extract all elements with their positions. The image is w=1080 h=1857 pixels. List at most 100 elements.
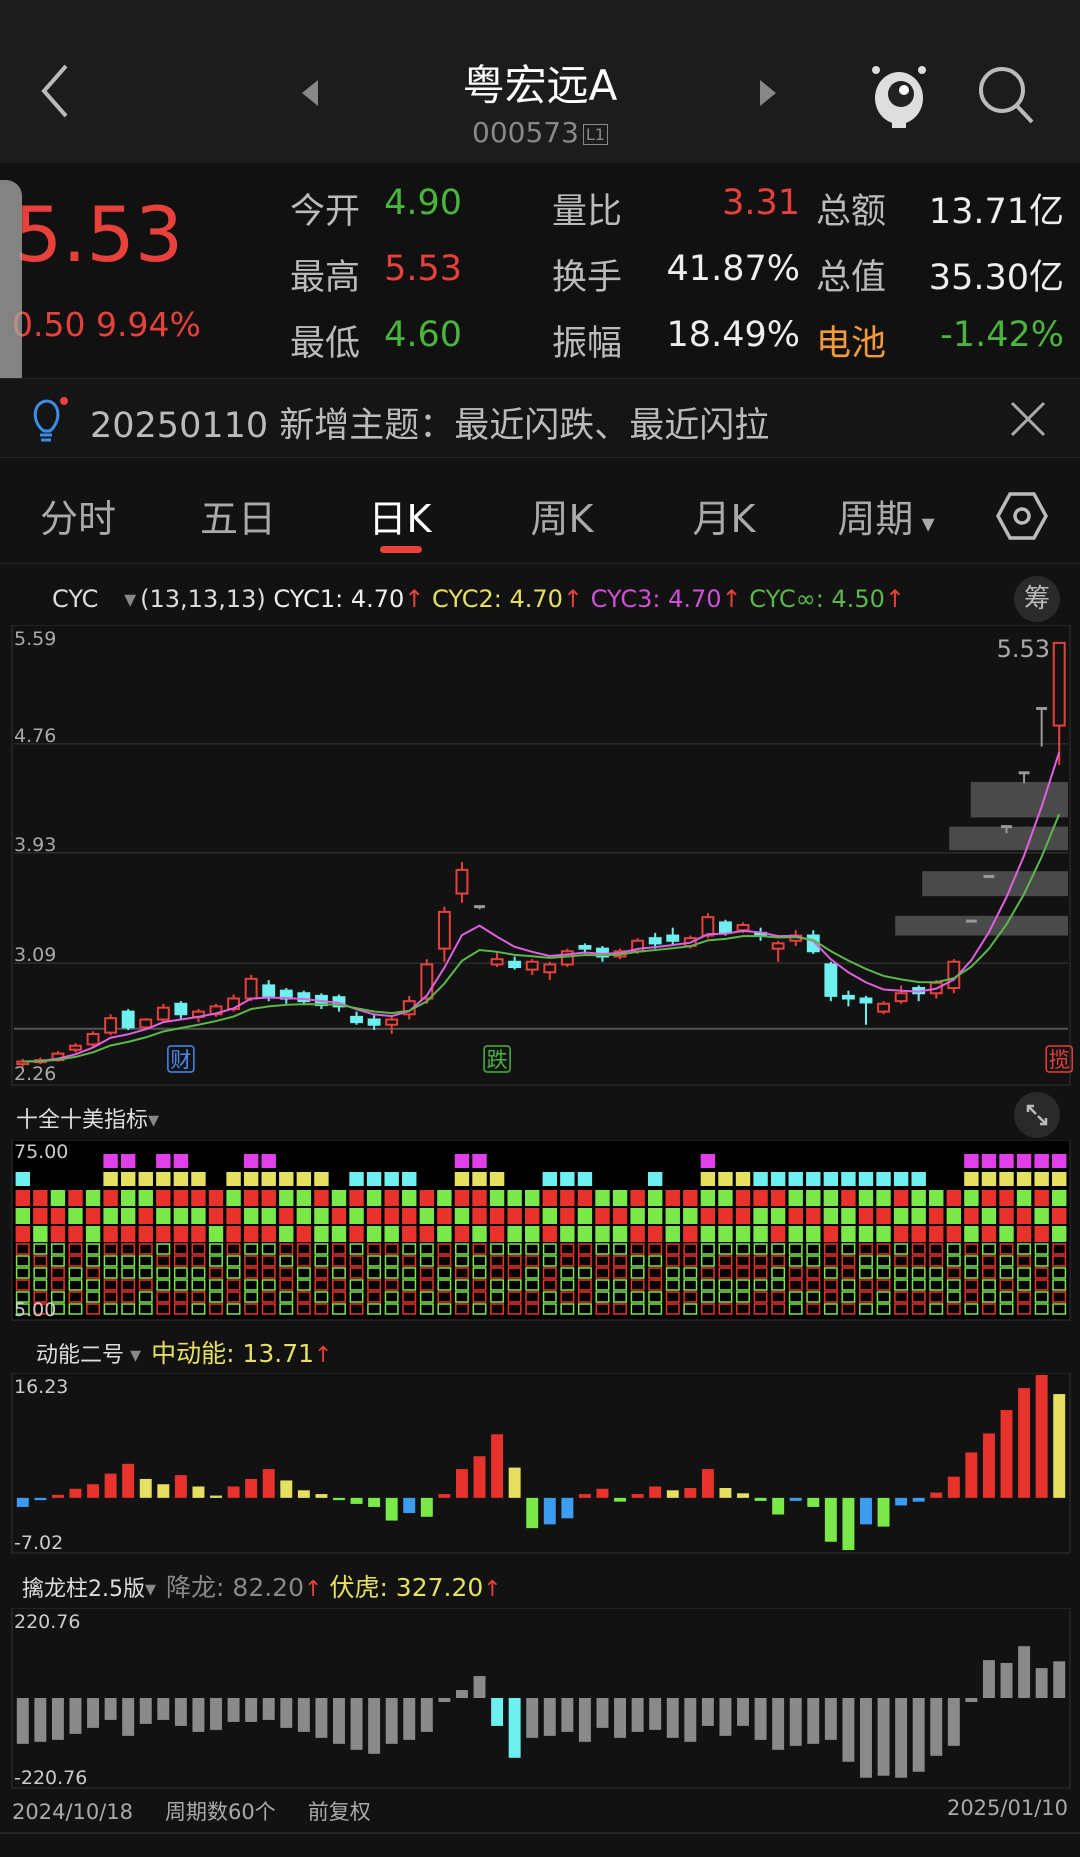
shiquan-panel: 75.00 5.00 — [11, 1140, 1071, 1321]
signal-cell — [120, 1226, 136, 1242]
momentum-bar — [1018, 1388, 1031, 1498]
dragon-bar — [789, 1698, 802, 1746]
adjust-mode[interactable]: 前复权 — [307, 1800, 371, 1824]
signal-cell — [208, 1208, 224, 1224]
panel3-bottom-label: -220.76 — [14, 1767, 87, 1789]
signal-cell — [542, 1172, 557, 1186]
momentum-bar — [157, 1484, 170, 1498]
tab-1[interactable]: 五日 — [168, 488, 308, 543]
tab-5[interactable]: 周期 ▾ — [816, 488, 956, 543]
signal-cell — [33, 1267, 48, 1279]
signal-cell — [736, 1303, 750, 1315]
lightbulb-icon — [33, 397, 68, 442]
signal-cell — [1017, 1279, 1032, 1291]
signal-cell — [929, 1303, 944, 1315]
signal-cell — [244, 1255, 259, 1267]
signal-cell — [560, 1291, 575, 1303]
panel3-legend: 擒龙柱2.5版▾ 降龙: 82.20↑ 伏虎: 327.20↑ — [22, 1568, 502, 1604]
signal-cell — [349, 1226, 364, 1242]
signal-cell — [349, 1208, 364, 1224]
signal-cell — [964, 1291, 979, 1303]
tab-4[interactable]: 月K — [654, 488, 794, 543]
signal-cell — [138, 1267, 153, 1279]
back-icon[interactable] — [36, 62, 76, 120]
signal-cell — [577, 1190, 593, 1206]
robot-assistant-icon[interactable] — [868, 60, 930, 130]
signal-cell — [718, 1243, 733, 1255]
signal-cell — [507, 1226, 522, 1242]
dropdown-icon[interactable]: ▾ — [148, 1108, 160, 1133]
signal-cell — [683, 1226, 698, 1242]
indicator-select[interactable]: CYC — [52, 585, 99, 613]
dropdown-icon[interactable]: ▾ — [130, 1343, 142, 1368]
chevron-down-icon: ▾ — [913, 509, 935, 539]
momentum-bar — [561, 1497, 574, 1519]
signal-cell — [1052, 1279, 1067, 1291]
signal-cell — [964, 1279, 979, 1291]
signal-cell — [560, 1226, 575, 1242]
momentum-bar — [227, 1486, 240, 1498]
momentum-panel: 16.23 -7.02 — [11, 1373, 1071, 1554]
tab-2[interactable]: 日K — [330, 488, 470, 543]
notice-bar[interactable]: 20250110 新增主题：最近闪跌、最近闪拉 — [0, 378, 1080, 458]
signal-cell — [595, 1243, 610, 1255]
panel3-name[interactable]: 擒龙柱2.5版 — [22, 1577, 145, 1602]
tab-0[interactable]: 分时 — [8, 488, 148, 543]
signal-cell — [419, 1208, 435, 1224]
signal-cell — [1052, 1243, 1067, 1255]
signal-cell — [560, 1279, 575, 1291]
signal-cell — [753, 1172, 768, 1186]
signal-cell — [454, 1226, 470, 1242]
signal-cell — [525, 1291, 540, 1303]
chip-distribution-button[interactable]: 筹 — [1014, 576, 1060, 622]
candle-body — [508, 960, 522, 969]
dragon-bar — [262, 1698, 275, 1720]
close-icon[interactable] — [1010, 401, 1046, 437]
momentum-bar — [1053, 1394, 1066, 1498]
expand-button[interactable] — [1014, 1092, 1060, 1138]
signal-cell — [402, 1172, 417, 1186]
change-value: 0.50 — [12, 305, 86, 344]
signal-cell — [1017, 1255, 1032, 1267]
signal-cell — [226, 1255, 241, 1267]
panel2-name[interactable]: 动能二号 — [36, 1343, 125, 1368]
signal-cell — [753, 1279, 768, 1291]
signal-badge — [483, 1045, 511, 1073]
signal-cell — [736, 1267, 750, 1279]
settings-hexagon-icon[interactable] — [996, 490, 1048, 542]
signal-cell — [911, 1303, 926, 1315]
signal-cell — [1052, 1208, 1067, 1224]
tab-3[interactable]: 周K — [492, 488, 632, 543]
signal-cell — [50, 1208, 66, 1224]
panel1-title[interactable]: 十全十美指标▾ — [16, 1102, 159, 1134]
signal-cell — [718, 1208, 733, 1224]
signal-cell — [1034, 1291, 1049, 1303]
signal-cell — [858, 1172, 874, 1186]
signal-cell — [279, 1279, 294, 1291]
signal-cell — [788, 1190, 803, 1206]
signal-cell — [577, 1172, 593, 1186]
signal-cell — [120, 1154, 136, 1168]
signal-cell — [736, 1243, 750, 1255]
dragon-bar — [965, 1698, 978, 1702]
momentum-bar — [473, 1456, 486, 1498]
signal-cell — [331, 1190, 347, 1206]
momentum-bar — [34, 1497, 47, 1501]
dropdown-icon[interactable]: ▾ — [145, 1577, 157, 1602]
signal-cell — [911, 1226, 926, 1242]
dragon-bar — [982, 1660, 995, 1698]
signal-cell — [191, 1255, 206, 1267]
next-stock-icon[interactable] — [758, 80, 778, 106]
signal-cell — [402, 1303, 417, 1315]
dropdown-icon[interactable]: ▾ — [124, 585, 137, 613]
signal-cell — [841, 1172, 856, 1186]
dragon-bar — [631, 1698, 644, 1732]
search-icon[interactable] — [976, 64, 1036, 128]
signal-cell — [243, 1154, 259, 1168]
candlestick-chart[interactable]: 5.59 4.76 3.93 3.09 2.26 5.53 财 跌 揽 — [0, 625, 1080, 1087]
prev-stock-icon[interactable] — [300, 80, 320, 106]
signal-cell — [490, 1279, 505, 1291]
signal-cell — [613, 1267, 628, 1279]
active-tab-indicator — [380, 546, 422, 553]
panel2-value: 中动能: 13.71 — [151, 1339, 315, 1368]
